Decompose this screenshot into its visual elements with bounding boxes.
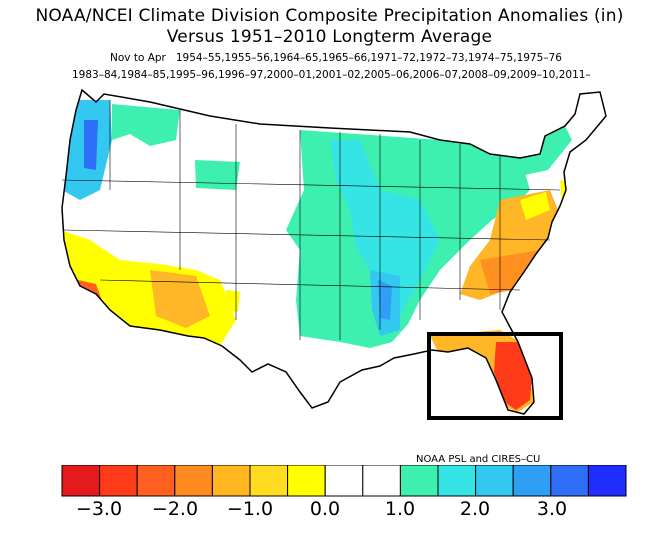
florida-highlight-box [427, 332, 563, 420]
colorbar-tick-label: −2.0 [151, 498, 199, 520]
us-precip-anomaly-map [61, 88, 607, 420]
colorbar-cell [399, 465, 439, 497]
colorbar-cell [211, 465, 251, 497]
title-line-1: NOAA/NCEI Climate Division Composite Pre… [35, 6, 624, 26]
colorbar [61, 465, 627, 497]
colorbar-cell [587, 465, 627, 497]
us-outline [61, 88, 607, 415]
title-line-2: Versus 1951–2010 Longterm Average [166, 27, 493, 47]
region-midwest-wetter [330, 140, 440, 326]
colorbar-cell [437, 465, 477, 497]
region-northern-rockies-wet [112, 104, 180, 146]
colorbar-tick-label: −1.0 [226, 498, 274, 520]
colorbar-cell [136, 465, 176, 497]
colorbar-tick-label: 2.0 [459, 498, 491, 520]
region-new-mexico-dry [226, 290, 240, 312]
colorbar-tick-label: 0.0 [309, 498, 341, 520]
colorbar-cell [99, 465, 138, 497]
region-new-jersey-dry [560, 180, 578, 206]
colorbar-cell [287, 465, 326, 497]
state-boundaries [61, 100, 561, 340]
colorbar-tick-label: 3.0 [536, 498, 568, 520]
years-list-1: 1954–55,1955–56,1964–65,1965–66,1971–72,… [175, 52, 562, 64]
colorbar-cell [61, 465, 101, 497]
years-line-1: Nov to Apr 1954–55,1955–56,1964–65,1965–6… [110, 52, 562, 64]
years-line-2: 1983–84,1984–85,1995–96,1996–97,2000–01,… [72, 69, 591, 81]
colorbar-cell [174, 465, 213, 497]
colorbar-tick-label: 1.0 [384, 498, 416, 520]
period-label: Nov to Apr [110, 52, 166, 64]
region-florida-very-dry [494, 342, 532, 410]
data-credit: NOAA PSL and CIRES–CU [416, 454, 541, 465]
colorbar-cell [550, 465, 589, 497]
colorbar-cell [324, 465, 364, 497]
region-arizona-drier [150, 270, 210, 328]
colorbar-tick-label: −3.0 [75, 498, 123, 520]
region-virginia-dry [520, 192, 550, 220]
colorbar-cell [475, 465, 514, 497]
region-arkansas-very-wet [378, 280, 392, 320]
colorbar-cell [362, 465, 401, 497]
region-wyoming-wet [195, 160, 240, 190]
region-cascades-very-wet [84, 120, 98, 170]
colorbar-cell [512, 465, 552, 497]
colorbar-cell [249, 465, 289, 497]
